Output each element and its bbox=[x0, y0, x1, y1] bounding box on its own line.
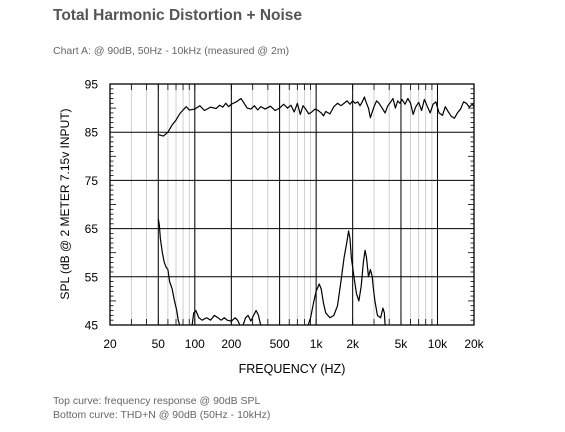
chart-subtitle: Chart A: @ 90dB, 50Hz - 10kHz (measured … bbox=[53, 45, 290, 57]
y-tick-label: 55 bbox=[85, 270, 99, 284]
y-tick-label: 45 bbox=[85, 319, 99, 333]
y-axis-label: SPL (dB @ 2 METER 7.15v INPUT) bbox=[58, 108, 72, 299]
plot-frame bbox=[109, 83, 475, 326]
x-tick-label: 500 bbox=[270, 337, 290, 351]
x-tick-label: 200 bbox=[221, 337, 241, 351]
x-tick-labels: 20 50 100 200 500 1k 2k 5k 10k 20k bbox=[103, 337, 484, 351]
page-title: Total Harmonic Distortion + Noise bbox=[53, 7, 303, 24]
x-tick-label: 100 bbox=[185, 337, 205, 351]
chart-notes: Top curve: frequency response @ 90dB SPL… bbox=[53, 394, 270, 422]
thd-noise-curve bbox=[242, 309, 262, 326]
frequency-response-curve bbox=[158, 96, 475, 137]
thd-noise-curve bbox=[157, 218, 181, 326]
x-tick-label: 1k bbox=[310, 337, 324, 351]
x-tick-label: 50 bbox=[152, 337, 166, 351]
y-tick-label: 65 bbox=[85, 222, 99, 236]
x-tick-label: 2k bbox=[346, 337, 360, 351]
x-tick-label: 10k bbox=[428, 337, 448, 351]
x-tick-label: 5k bbox=[395, 337, 409, 351]
y-tick-label: 95 bbox=[85, 78, 99, 92]
x-tick-label: 20 bbox=[103, 337, 117, 351]
note-bottom-curve: Bottom curve: THD+N @ 90dB (50Hz - 10kHz… bbox=[53, 409, 271, 421]
plot-area bbox=[110, 84, 474, 325]
curves bbox=[157, 96, 475, 326]
y-tick-label: 85 bbox=[85, 126, 99, 140]
x-tick-label: 20k bbox=[464, 337, 484, 351]
thd-noise-curve bbox=[191, 309, 241, 326]
thd-frequency-chart: 95 85 75 65 55 45 20 50 100 200 500 1k 2k 5k 10k 20k F… bbox=[58, 78, 485, 377]
y-tick-labels: 95 85 75 65 55 45 bbox=[85, 78, 99, 333]
y-tick-label: 75 bbox=[85, 174, 99, 188]
note-top-curve: Top curve: frequency response @ 90dB SPL bbox=[53, 395, 261, 407]
x-axis-label: FREQUENCY (HZ) bbox=[239, 362, 346, 376]
thd-noise-curve bbox=[307, 230, 386, 326]
major-gridlines bbox=[110, 84, 474, 325]
